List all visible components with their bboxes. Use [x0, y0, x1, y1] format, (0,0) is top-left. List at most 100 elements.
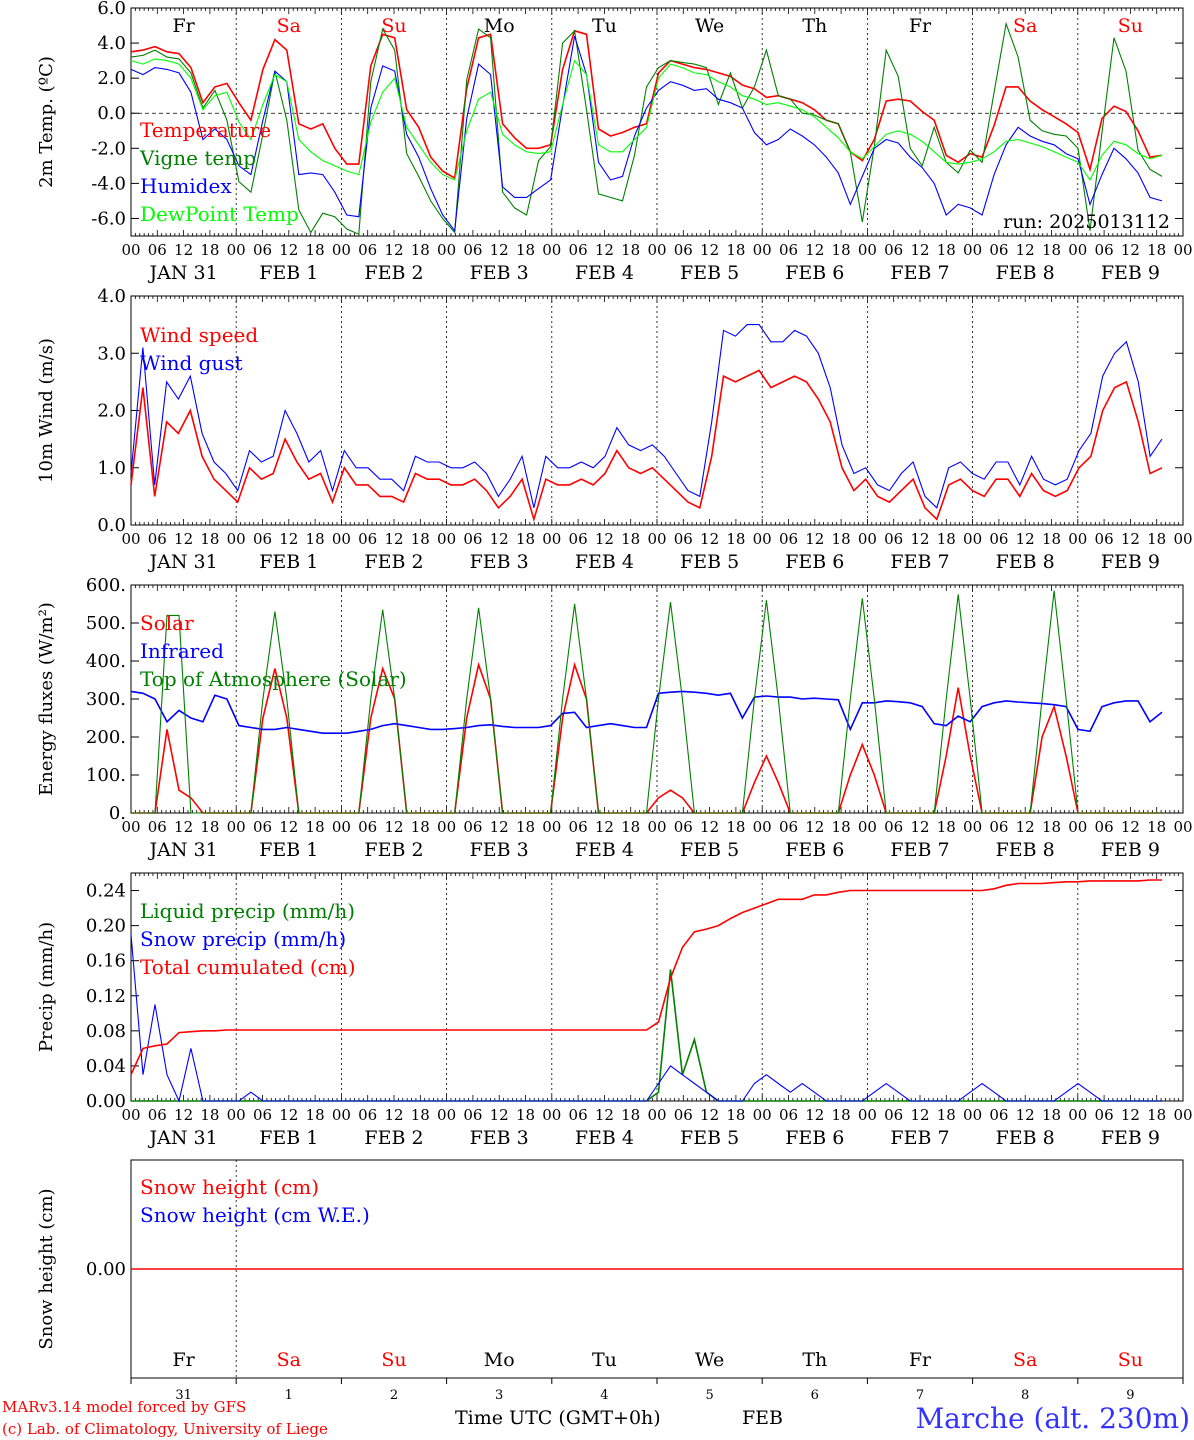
date-label: FEB 3	[470, 551, 529, 573]
hour-label: 18	[306, 530, 325, 548]
y-tick-label: 0.04	[86, 1056, 126, 1077]
hour-label: 00	[437, 1106, 456, 1124]
date-label: FEB 1	[259, 262, 318, 284]
legend-entry: Wind gust	[140, 351, 243, 375]
hour-label: 06	[358, 818, 377, 836]
hour-label: 00	[647, 818, 666, 836]
hour-label: 12	[1016, 1106, 1035, 1124]
hour-label: 06	[253, 818, 272, 836]
hour-label: 12	[490, 241, 509, 259]
hour-label: 06	[779, 241, 798, 259]
date-label: FEB 2	[364, 1127, 423, 1149]
hour-label: 00	[542, 530, 561, 548]
y-tick-label: 500.	[86, 613, 126, 634]
day-number: 3	[495, 1388, 503, 1403]
date-label: JAN 31	[148, 839, 218, 861]
day-name: Sa	[1013, 15, 1037, 37]
hour-label: 06	[463, 241, 482, 259]
hour-label: 06	[779, 530, 798, 548]
hour-label: 06	[989, 818, 1008, 836]
hour-label: 06	[569, 530, 588, 548]
hour-label: 12	[910, 241, 929, 259]
date-label: JAN 31	[148, 1127, 218, 1149]
hour-label: 06	[884, 530, 903, 548]
hour-label: 18	[726, 818, 745, 836]
hour-label: 12	[700, 1106, 719, 1124]
hour-label: 12	[279, 241, 298, 259]
hour-label: 06	[253, 241, 272, 259]
y-tick-label: 1.0	[97, 458, 126, 479]
month-label: FEB	[742, 1407, 783, 1429]
series-line	[131, 590, 1162, 814]
series-line	[130, 35, 1163, 233]
date-label: FEB 8	[996, 262, 1055, 284]
hour-label: 06	[779, 818, 798, 836]
hour-label: 12	[174, 241, 193, 259]
date-label: FEB 1	[259, 1127, 318, 1149]
date-label: FEB 3	[470, 839, 529, 861]
hour-label: 00	[121, 818, 140, 836]
hour-label: 12	[1016, 530, 1035, 548]
hour-label: 12	[384, 1106, 403, 1124]
panel-4: 0.24 0.20 0.16 0.12 0.08 0.04 0.00 Precip (mm/h…	[36, 872, 1193, 1149]
hour-label: 00	[332, 818, 351, 836]
day-number: 5	[705, 1388, 713, 1403]
hour-label: 06	[253, 530, 272, 548]
hour-label: 06	[674, 241, 693, 259]
legend-entry: Snow height (cm W.E.)	[140, 1203, 370, 1227]
hour-label: 00	[753, 241, 772, 259]
date-label: FEB 4	[575, 1127, 634, 1149]
hour-label: 18	[1147, 530, 1166, 548]
date-label: JAN 31	[148, 262, 218, 284]
day-name: Fr	[172, 1349, 195, 1371]
hour-label: 18	[832, 530, 851, 548]
hour-label: 12	[174, 530, 193, 548]
hour-label: 06	[358, 530, 377, 548]
hour-label: 12	[490, 1106, 509, 1124]
hour-label: 06	[463, 530, 482, 548]
y-tick-label: 600.	[86, 575, 126, 596]
hour-label: 18	[516, 530, 535, 548]
hour-label: 00	[1068, 1106, 1087, 1124]
hour-label: 06	[463, 1106, 482, 1124]
y-tick-label: 0.24	[86, 881, 126, 902]
date-label: FEB 7	[890, 262, 949, 284]
hour-label: 00	[963, 1106, 982, 1124]
hour-label: 18	[1147, 1106, 1166, 1124]
lab-credit: (c) Lab. of Climatology, University of L…	[2, 1420, 328, 1438]
hour-label: 06	[1095, 241, 1114, 259]
date-label: FEB 2	[364, 551, 423, 573]
hour-label: 12	[700, 818, 719, 836]
hour-label: 00	[1173, 530, 1192, 548]
day-name: We	[695, 15, 724, 37]
hour-label: 00	[858, 818, 877, 836]
hour-label: 00	[332, 241, 351, 259]
hour-label: 12	[174, 1106, 193, 1124]
hour-label: 00	[1173, 818, 1192, 836]
hour-label: 06	[884, 818, 903, 836]
y-tick-label: 0.0	[97, 103, 126, 124]
series-line	[130, 58, 1163, 181]
hour-label: 12	[490, 530, 509, 548]
y-tick-label: 0.00	[86, 1091, 126, 1112]
y-tick-label: 100.	[86, 765, 126, 786]
hour-label: 18	[516, 818, 535, 836]
hour-label: 12	[910, 818, 929, 836]
hour-label: 12	[805, 530, 824, 548]
day-name: Mo	[484, 1349, 515, 1371]
hour-label: 00	[1068, 818, 1087, 836]
hour-label: 18	[1147, 241, 1166, 259]
hour-label: 00	[227, 818, 246, 836]
y-axis-label: Snow height (cm)	[36, 1188, 57, 1349]
hour-label: 06	[358, 241, 377, 259]
hour-label: 00	[858, 241, 877, 259]
date-label: FEB 5	[680, 262, 739, 284]
day-name: Mo	[484, 15, 515, 37]
hour-label: 06	[1095, 1106, 1114, 1124]
hour-label: 12	[1121, 530, 1140, 548]
date-label: FEB 7	[890, 551, 949, 573]
day-name: Th	[802, 15, 827, 37]
hour-label: 18	[621, 818, 640, 836]
day-name: Sa	[277, 1349, 301, 1371]
